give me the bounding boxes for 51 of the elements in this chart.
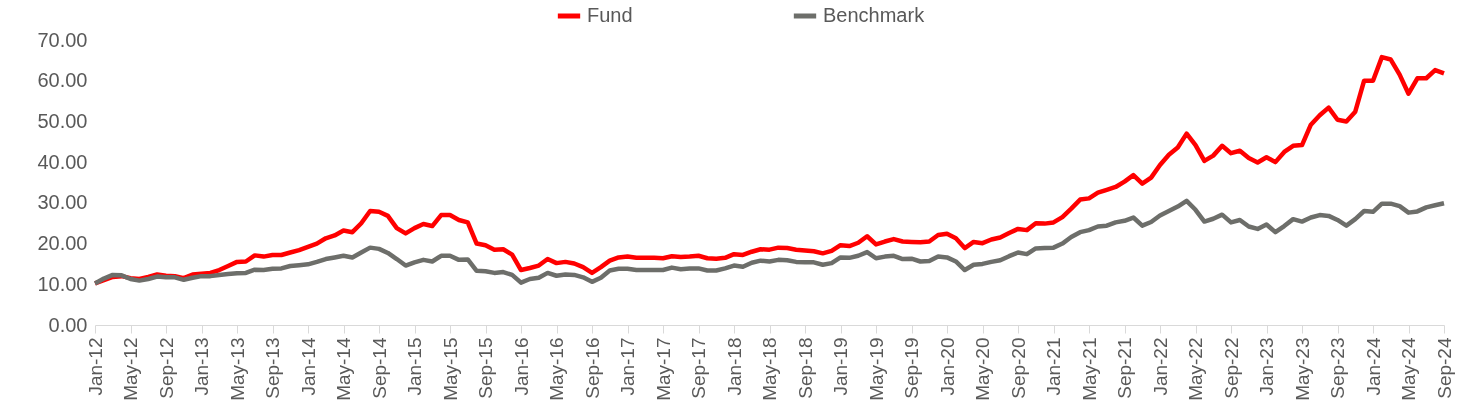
x-tick-label: Sep-15 bbox=[475, 337, 496, 399]
line-series bbox=[92, 198, 1447, 286]
x-tick-label: May-16 bbox=[546, 337, 567, 401]
x-tick-label: May-22 bbox=[1185, 337, 1206, 401]
line-series bbox=[92, 54, 1447, 286]
y-tick-label: 60.00 bbox=[37, 69, 88, 92]
x-tick-label: May-21 bbox=[1078, 337, 1100, 401]
x-tick-label: Jan-22 bbox=[1149, 337, 1171, 396]
x-tick-label: Sep-14 bbox=[368, 337, 390, 399]
x-tick-label: May-17 bbox=[652, 337, 674, 401]
x-tick-label: May-24 bbox=[1398, 337, 1419, 401]
x-tick-label: Jan-24 bbox=[1362, 337, 1384, 396]
x-tick-label: Jan-16 bbox=[510, 337, 532, 396]
x-tick-label: May-18 bbox=[759, 337, 780, 401]
y-tick-label: 40.00 bbox=[37, 150, 88, 173]
x-tick-label: Jan-17 bbox=[617, 337, 638, 396]
x-tick-label: Sep-18 bbox=[794, 337, 816, 399]
x-tick-label: May-23 bbox=[1291, 337, 1313, 401]
x-tick-label: Jan-21 bbox=[1043, 337, 1064, 396]
x-tick-label: Sep-24 bbox=[1433, 337, 1455, 399]
x-tick-label: Sep-13 bbox=[262, 337, 283, 399]
y-tick-label: 0.00 bbox=[48, 313, 88, 336]
x-tick-label: May-12 bbox=[120, 337, 141, 401]
legend-label: Benchmark bbox=[823, 4, 926, 26]
x-tick-label: Sep-12 bbox=[155, 337, 177, 399]
x-tick-label: Sep-22 bbox=[1220, 337, 1242, 399]
y-tick-label: 30.00 bbox=[37, 191, 88, 214]
y-tick-label: 70.00 bbox=[37, 28, 88, 51]
x-tick-label: May-20 bbox=[972, 337, 993, 401]
x-tick-label: Sep-19 bbox=[901, 337, 922, 399]
x-tick-label: Jan-13 bbox=[191, 337, 212, 396]
y-tick-label: 20.00 bbox=[37, 232, 88, 255]
x-tick-label: Sep-17 bbox=[688, 337, 709, 399]
x-tick-label: Sep-16 bbox=[581, 337, 603, 399]
x-tick-label: May-15 bbox=[439, 337, 461, 401]
x-tick-label: May-19 bbox=[865, 337, 887, 401]
x-tick-label: Sep-20 bbox=[1007, 337, 1029, 399]
x-tick-label: Jan-18 bbox=[723, 337, 745, 396]
y-tick-label: 50.00 bbox=[37, 109, 88, 132]
x-tick-label: Jan-20 bbox=[936, 337, 958, 396]
x-tick-label: Jan-15 bbox=[404, 337, 425, 396]
legend-label: Fund bbox=[587, 4, 633, 26]
x-tick-label: Sep-23 bbox=[1327, 337, 1348, 399]
x-tick-label: May-13 bbox=[226, 337, 248, 401]
x-tick-label: May-14 bbox=[333, 337, 354, 401]
x-tick-label: Jan-23 bbox=[1256, 337, 1277, 396]
x-tick-label: Sep-21 bbox=[1114, 337, 1135, 399]
x-tick-label: Jan-14 bbox=[297, 337, 319, 396]
y-tick-label: 10.00 bbox=[37, 272, 88, 295]
x-tick-label: Jan-12 bbox=[84, 337, 106, 396]
x-tick-label: Jan-19 bbox=[830, 337, 851, 396]
